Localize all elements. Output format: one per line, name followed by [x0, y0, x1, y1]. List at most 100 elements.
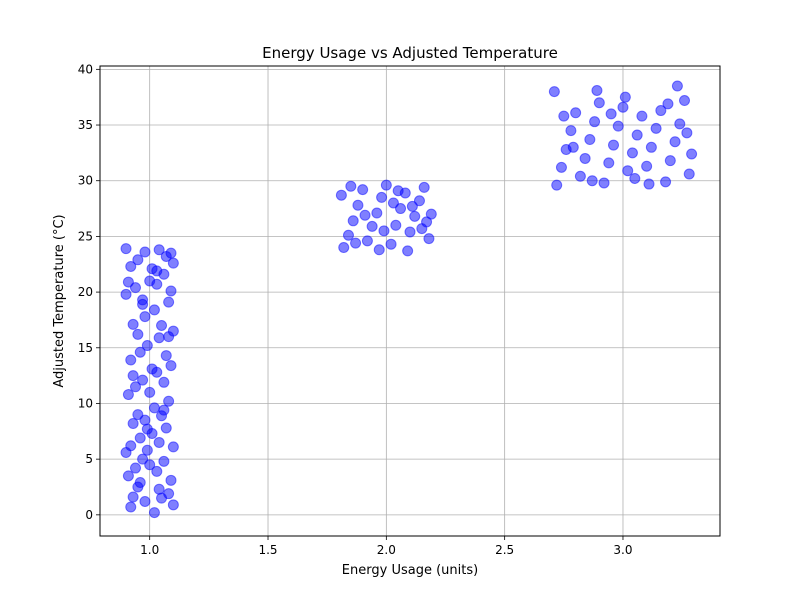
data-point [619, 91, 631, 103]
data-point [146, 363, 158, 375]
grid [100, 66, 720, 536]
data-point [125, 501, 137, 513]
y-tick-label: 40 [78, 62, 93, 76]
data-point [153, 483, 165, 495]
data-points [120, 80, 698, 519]
data-point [139, 414, 151, 426]
x-tick-label: 2.5 [495, 543, 514, 557]
data-point [593, 97, 605, 109]
data-point [662, 98, 674, 110]
y-axis-label: Adjusted Temperature (°C) [52, 214, 67, 387]
data-point [158, 404, 170, 416]
data-point [636, 110, 648, 122]
data-point [129, 282, 141, 294]
data-point [125, 354, 137, 366]
data-point [626, 147, 638, 159]
data-point [129, 381, 141, 393]
data-point [160, 350, 172, 362]
data-point [650, 122, 662, 134]
data-point [641, 160, 653, 172]
data-point [385, 238, 397, 250]
data-point [418, 181, 430, 193]
data-point [371, 207, 383, 219]
data-point [153, 436, 165, 448]
data-point [167, 441, 179, 453]
data-point [139, 495, 151, 507]
data-point [132, 328, 144, 340]
data-point [144, 386, 156, 398]
y-tick-label: 35 [78, 118, 93, 132]
data-point [361, 235, 373, 247]
y-tick-label: 25 [78, 229, 93, 243]
y-tick-label: 20 [78, 285, 93, 299]
data-point [591, 85, 603, 97]
data-point [345, 180, 357, 192]
y-tick-label: 15 [78, 341, 93, 355]
data-point [125, 440, 137, 452]
data-point [423, 233, 435, 245]
data-point [402, 245, 414, 257]
data-point [122, 276, 134, 288]
data-point [555, 161, 567, 173]
data-point [671, 80, 683, 92]
data-point [380, 179, 392, 191]
x-tick-label: 3.0 [613, 543, 632, 557]
data-point [579, 152, 591, 164]
data-point [165, 247, 177, 259]
data-point [148, 507, 160, 519]
data-point [347, 215, 359, 227]
data-point [586, 175, 598, 187]
data-point [163, 395, 175, 407]
data-point [390, 219, 402, 231]
data-point [127, 418, 139, 430]
data-point [378, 225, 390, 237]
y-axis: 0 5 10 15 20 25 30 35 40 [78, 62, 100, 522]
chart-title: Energy Usage vs Adjusted Temperature [262, 44, 558, 62]
data-point [655, 105, 667, 117]
data-point [686, 148, 698, 160]
data-point [584, 134, 596, 146]
data-point [679, 95, 691, 107]
data-point [376, 191, 388, 203]
data-point [163, 488, 175, 500]
y-tick-label: 5 [85, 452, 93, 466]
x-tick-label: 1.5 [258, 543, 277, 557]
data-point [167, 499, 179, 511]
data-point [338, 242, 350, 254]
data-point [352, 199, 364, 211]
data-point [156, 320, 168, 332]
data-point [122, 389, 134, 401]
data-point [132, 409, 144, 421]
data-point [548, 86, 560, 98]
data-point [120, 288, 132, 300]
data-point [127, 370, 139, 382]
plot-frame [99, 65, 721, 537]
data-point [139, 246, 151, 258]
data-point [574, 170, 586, 182]
data-point [342, 229, 354, 241]
data-point [125, 260, 137, 272]
x-tick-label: 1.0 [140, 543, 159, 557]
data-point [165, 285, 177, 297]
data-point [141, 340, 153, 352]
data-point [127, 491, 139, 503]
data-point [589, 116, 601, 128]
y-tick-label: 10 [78, 396, 93, 410]
data-point [137, 298, 149, 310]
data-point [120, 243, 132, 255]
data-point [139, 311, 151, 323]
data-point [366, 220, 378, 232]
data-point [359, 209, 371, 221]
x-axis-label: Energy Usage (units) [342, 563, 478, 578]
x-tick-label: 2.0 [377, 543, 396, 557]
data-point [153, 244, 165, 256]
data-point [153, 332, 165, 344]
data-point [357, 184, 369, 196]
data-point [165, 360, 177, 372]
data-point [134, 346, 146, 358]
data-point [660, 176, 672, 188]
data-point [132, 254, 144, 266]
data-point [598, 177, 610, 189]
